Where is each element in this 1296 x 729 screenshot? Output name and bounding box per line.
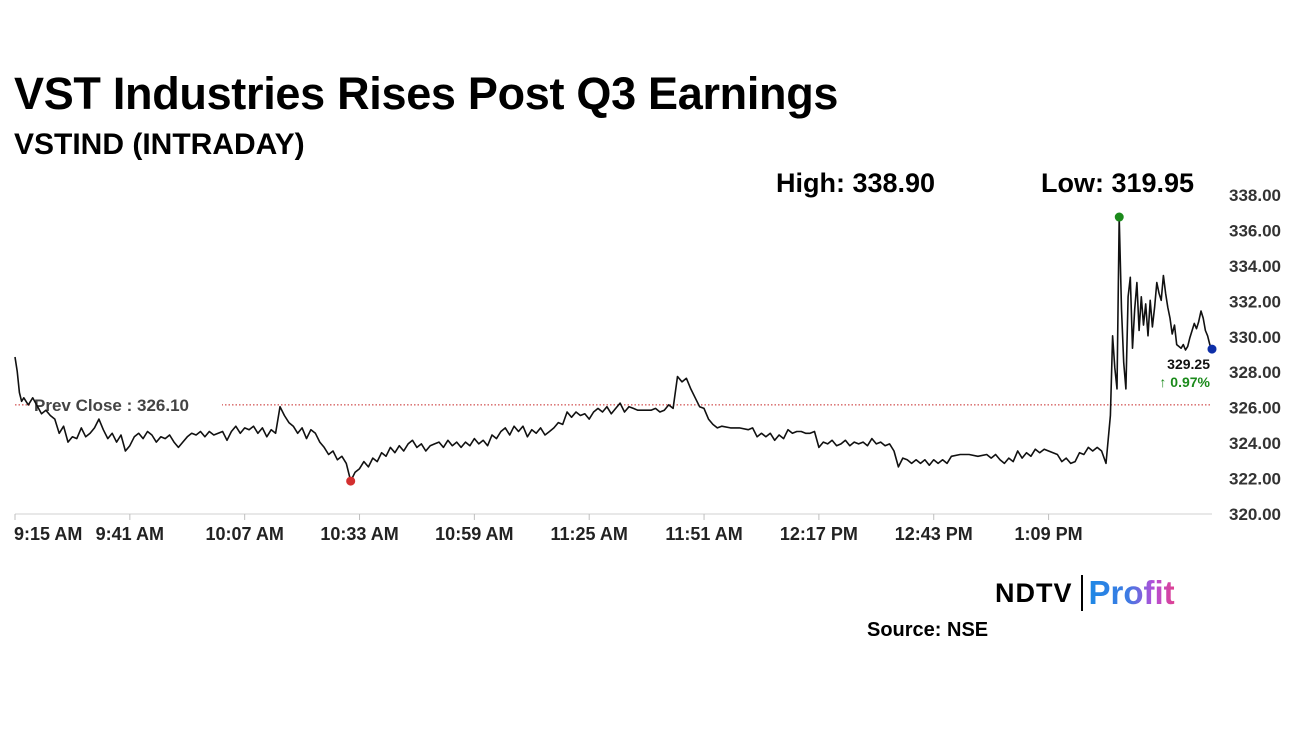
y-tick-label: 322.00 [1229, 470, 1281, 489]
y-tick-label: 332.00 [1229, 292, 1281, 311]
logo-divider [1080, 575, 1083, 611]
y-tick-label: 330.00 [1229, 328, 1281, 347]
chart-subtitle: VSTIND (INTRADAY) [14, 128, 305, 161]
x-tick-label: 10:07 AM [205, 524, 283, 544]
x-tick-label: 11:51 AM [665, 524, 742, 544]
y-tick-label: 334.00 [1229, 257, 1281, 276]
x-tick-label: 10:33 AM [320, 524, 398, 544]
low-stat: Low: 319.95 [1041, 168, 1195, 198]
x-tick-label: 1:09 PM [1015, 524, 1083, 544]
logo-profit-text: Profit [1088, 574, 1175, 611]
x-tick-label: 9:15 AM [14, 524, 82, 544]
y-tick-label: 324.00 [1229, 434, 1281, 453]
prev-close-label-bg [30, 392, 222, 417]
y-tick-label: 328.00 [1229, 363, 1281, 382]
ndtv-profit-logo: NDTV Profit [995, 573, 1175, 613]
last-price-marker [1207, 344, 1217, 354]
y-tick-label: 338.00 [1229, 186, 1281, 205]
source-note: Source: NSE [867, 619, 989, 641]
y-tick-label: 326.00 [1229, 399, 1281, 418]
day-low-marker [346, 476, 356, 486]
prev-close-label: Prev Close : 326.10 [34, 396, 189, 415]
x-tick-label: 12:17 PM [780, 524, 858, 544]
x-tick-label: 10:59 AM [435, 524, 513, 544]
day-high-marker [1114, 212, 1124, 222]
price-series-line [14, 216, 1213, 482]
x-tick-label: 9:41 AM [96, 524, 164, 544]
high-stat: High: 338.90 [776, 168, 936, 198]
change-percent-label: ↑ 0.97% [1159, 374, 1210, 390]
page-title: VST Industries Rises Post Q3 Earnings [14, 68, 839, 119]
y-tick-label: 336.00 [1229, 221, 1281, 240]
logo-ndtv-text: NDTV [995, 577, 1073, 608]
x-tick-label: 12:43 PM [895, 524, 973, 544]
y-tick-label: 320.00 [1229, 505, 1281, 524]
x-tick-label: 11:25 AM [551, 524, 628, 544]
last-price-label: 329.25 [1167, 356, 1210, 372]
